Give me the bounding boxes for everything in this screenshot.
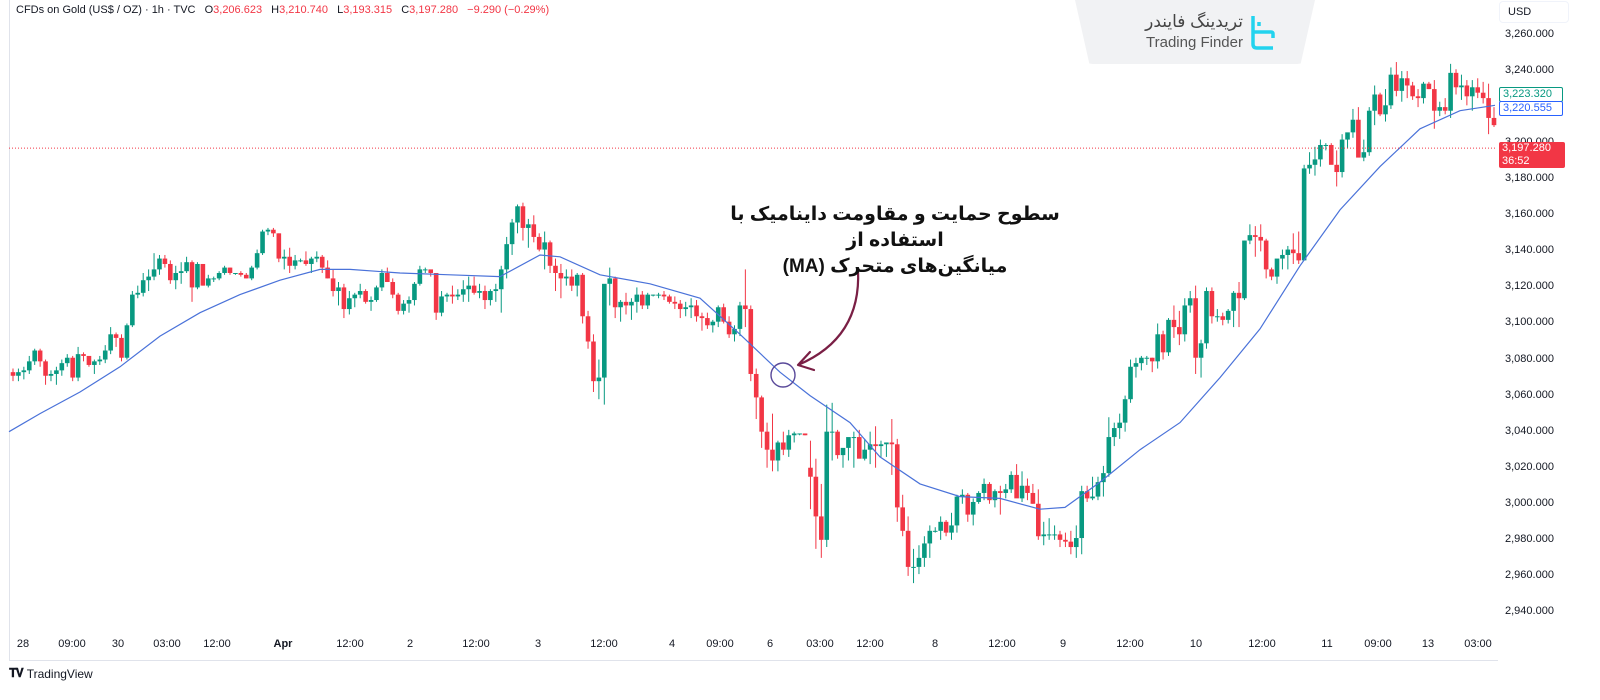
low-value: 3,193.315 — [343, 4, 393, 16]
time-tick-label: 9 — [1059, 638, 1067, 650]
high-value: 3,210.740 — [279, 4, 329, 16]
price-tick-label: 3,040.000 — [1505, 424, 1554, 437]
time-tick-label: 12:00 — [856, 638, 884, 650]
time-tick-label: 4 — [668, 638, 676, 650]
time-tick-label: 12:00 — [462, 638, 490, 650]
candlestick-series — [10, 62, 1497, 584]
price-tick-label: 2,940.000 — [1505, 604, 1554, 617]
change-value: −9.290 (−0.29%) — [467, 4, 550, 16]
annotation-circle — [770, 362, 796, 388]
time-tick-label: 6 — [766, 638, 774, 650]
symbol-legend: CFDs on Gold (US$ / OZ) · 1h · TVC O3,20… — [16, 4, 549, 16]
price-tick-label: 3,100.000 — [1505, 316, 1554, 329]
ma-value-tag-1: 3,223.320 — [1499, 87, 1563, 102]
close-value: 3,197.280 — [409, 4, 459, 16]
price-tick-label: 3,120.000 — [1505, 280, 1554, 293]
ma-value-tag-2: 3,220.555 — [1499, 101, 1563, 116]
annotation-arrow-icon — [796, 268, 860, 372]
brand-name-fa: تریدینگ فایندر — [1145, 12, 1243, 31]
price-tick-label: 3,000.000 — [1505, 496, 1554, 509]
time-tick-label: 12:00 — [1248, 638, 1276, 650]
time-axis[interactable]: 28 09:00 30 03:00 12:00 Apr 12:00 2 12:00 3 12:00 4… — [0, 638, 1497, 658]
tradingview-logo-icon: 𝐓𝐕 — [9, 666, 24, 680]
open-label: O — [204, 4, 214, 16]
last-price-value: 3,197.280 — [1502, 142, 1551, 154]
trading-finder-watermark: تریدینگ فایندر Trading Finder — [1075, 0, 1315, 64]
time-tick-label: 12:00 — [590, 638, 618, 650]
time-tick-label: Apr — [273, 638, 293, 650]
price-tick-label: 3,020.000 — [1505, 460, 1554, 473]
time-tick-label: 03:00 — [1464, 638, 1492, 650]
time-tick-label: 3 — [534, 638, 542, 650]
bar-countdown: 36:52 — [1502, 155, 1530, 167]
time-tick-label: 13 — [1421, 638, 1435, 650]
trading-finder-logo-icon — [1251, 16, 1275, 50]
time-tick-label: 12:00 — [336, 638, 364, 650]
price-tick-label: 3,240.000 — [1505, 64, 1554, 77]
time-tick-label: 8 — [931, 638, 939, 650]
close-label: C — [401, 4, 410, 16]
price-tick-label: 2,980.000 — [1505, 532, 1554, 545]
time-tick-label: 28 — [16, 638, 30, 650]
open-value: 3,206.623 — [213, 4, 263, 16]
annotation-line-2: میانگین‌های متحرک (MA) — [782, 256, 1008, 277]
brand-name-en: Trading Finder — [1146, 34, 1243, 51]
currency-selector[interactable]: USD — [1499, 1, 1569, 23]
time-tick-label: 12:00 — [203, 638, 231, 650]
time-tick-label: 12:00 — [988, 638, 1016, 650]
price-tick-label: 2,960.000 — [1505, 568, 1554, 581]
time-tick-label: 2 — [406, 638, 414, 650]
price-tick-label: 3,080.000 — [1505, 352, 1554, 365]
time-tick-label: 09:00 — [1364, 638, 1392, 650]
price-tick-label: 3,060.000 — [1505, 388, 1554, 401]
tradingview-logo-text: TradingView — [26, 666, 93, 681]
tradingview-logo[interactable]: 𝐓𝐕 TradingView — [9, 666, 93, 681]
annotation-text: سطوح حمایت و مقاومت داینامیک با استفاده … — [700, 202, 1090, 280]
price-axis[interactable]: 3,260.0003,240.0003,220.0003,200.0003,18… — [1497, 0, 1600, 660]
time-tick-label: 11 — [1321, 638, 1333, 650]
last-price-tag: 3,197.280 36:52 — [1499, 142, 1565, 168]
high-label: H — [271, 4, 280, 16]
price-tick-label: 3,180.000 — [1505, 172, 1554, 185]
time-tick-label: 09:00 — [706, 638, 734, 650]
moving-average-line — [8, 104, 1496, 510]
chart-pane[interactable] — [9, 0, 1498, 661]
price-tick-label: 3,160.000 — [1505, 208, 1554, 221]
price-tick-label: 3,260.000 — [1505, 28, 1554, 40]
price-tick-label: 3,140.000 — [1505, 244, 1554, 257]
time-tick-label: 03:00 — [806, 638, 834, 650]
time-tick-label: 09:00 — [58, 638, 86, 650]
time-tick-label: 10 — [1189, 638, 1203, 650]
time-tick-label: 03:00 — [153, 638, 181, 650]
annotation-line-1: سطوح حمایت و مقاومت داینامیک با استفاده … — [730, 204, 1060, 251]
time-tick-label: 12:00 — [1116, 638, 1144, 650]
low-label: L — [337, 4, 344, 16]
symbol-name: CFDs on Gold (US$ / OZ) · 1h · TVC — [16, 4, 196, 16]
time-tick-label: 30 — [111, 638, 125, 650]
